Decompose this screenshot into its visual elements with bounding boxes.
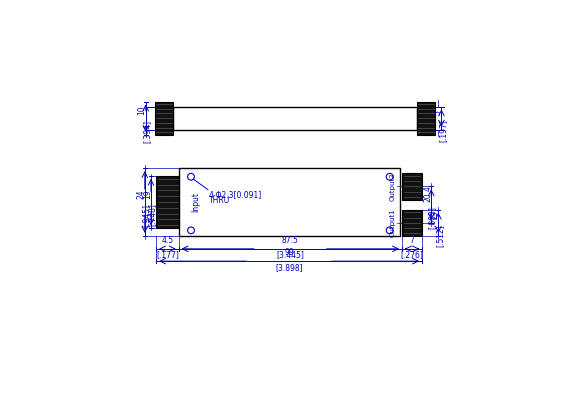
Text: [.177]: [.177] (156, 250, 179, 259)
Text: 19: 19 (143, 189, 152, 199)
Text: [.197]: [.197] (438, 120, 448, 142)
Text: 99: 99 (284, 248, 294, 258)
Text: Output2: Output2 (390, 172, 396, 201)
Text: 5: 5 (433, 110, 442, 115)
Bar (402, 210, 422, 236)
Bar (417, 102, 435, 135)
Text: Output1: Output1 (390, 208, 396, 237)
Text: [.512]: [.512] (435, 224, 444, 247)
Text: 7: 7 (409, 236, 415, 245)
Text: 10: 10 (137, 106, 146, 115)
Text: [.748]: [.748] (148, 204, 157, 226)
Bar (402, 173, 422, 200)
Text: [.276]: [.276] (401, 250, 423, 259)
Text: THRU: THRU (209, 196, 230, 206)
Text: 20.4: 20.4 (423, 185, 432, 202)
Bar (156, 176, 179, 228)
Bar (155, 102, 173, 135)
Text: [3.445]: [3.445] (277, 250, 304, 259)
Text: [3.898]: [3.898] (276, 263, 303, 272)
Text: 87.5: 87.5 (282, 236, 299, 245)
Text: 4.5: 4.5 (161, 236, 173, 245)
Bar (172, 106, 418, 130)
Bar (179, 168, 400, 236)
Text: Input: Input (191, 192, 200, 212)
Text: 13: 13 (430, 210, 439, 220)
Text: 24: 24 (136, 189, 145, 199)
Text: [.394]: [.394] (142, 120, 151, 143)
Text: 4-Φ2.3[0.091]: 4-Φ2.3[0.091] (209, 190, 262, 199)
Text: [.945]: [.945] (142, 204, 151, 226)
Text: [.803]: [.803] (428, 206, 437, 229)
